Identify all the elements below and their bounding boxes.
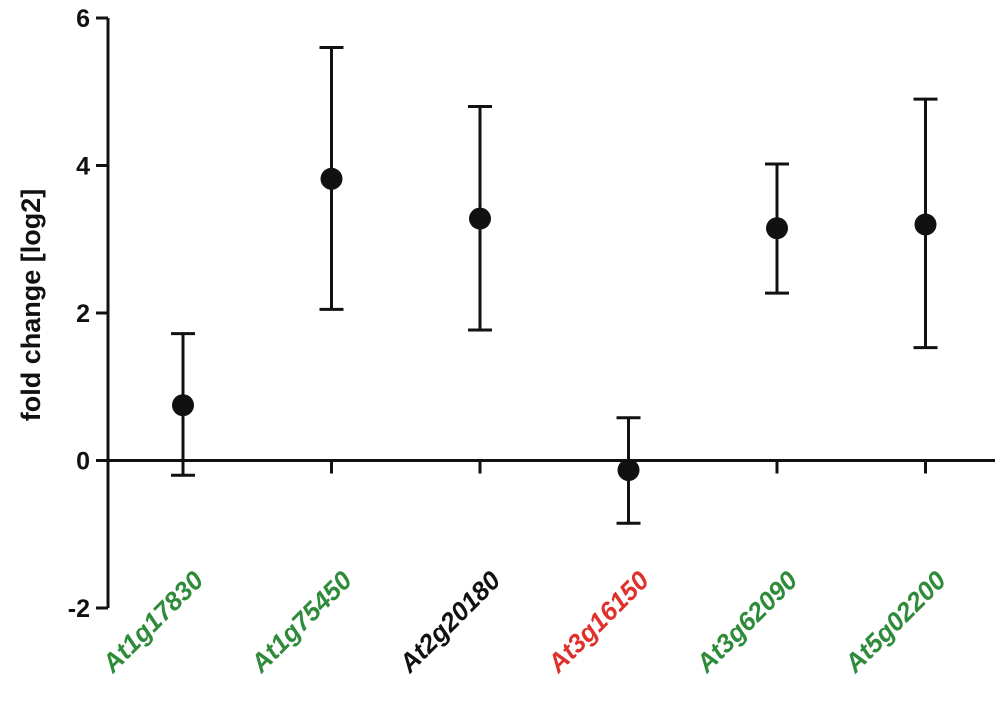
data-point-group-0 [171,332,195,477]
data-point-1 [320,167,343,190]
category-label-0: At1g17830 [95,565,209,679]
y-axis-title: fold change [log2] [16,189,46,422]
data-point-group-3 [616,416,641,525]
data-point-group-1 [319,46,344,311]
category-label-4: At3g62090 [689,565,803,679]
category-label-3: At3g16150 [541,565,655,679]
x-axis [108,459,995,474]
y-tick-label-4: 6 [76,5,90,33]
data-point-group-5 [913,97,938,350]
category-label-5: At5g02200 [838,565,952,679]
data-point-group-2 [468,105,492,332]
category-label-2: At2g20180 [392,565,506,679]
y-tick-label-3: 4 [76,153,90,181]
y-tick-label-1: 0 [76,448,90,476]
data-point-group-4 [765,162,789,295]
category-label-1: At1g75450 [244,565,358,679]
y-axis: -2 0 2 4 6 [68,5,110,623]
y-tick-label-0: -2 [68,595,90,623]
data-point-5 [914,213,937,236]
data-point-0 [172,394,194,417]
data-points [171,46,938,525]
data-point-3 [617,459,640,482]
data-point-2 [469,207,491,230]
category-labels: At1g17830 At1g75450 At2g20180 At3g16150 At3g… [95,565,952,679]
y-tick-label-2: 2 [76,300,90,328]
data-point-4 [766,217,788,240]
